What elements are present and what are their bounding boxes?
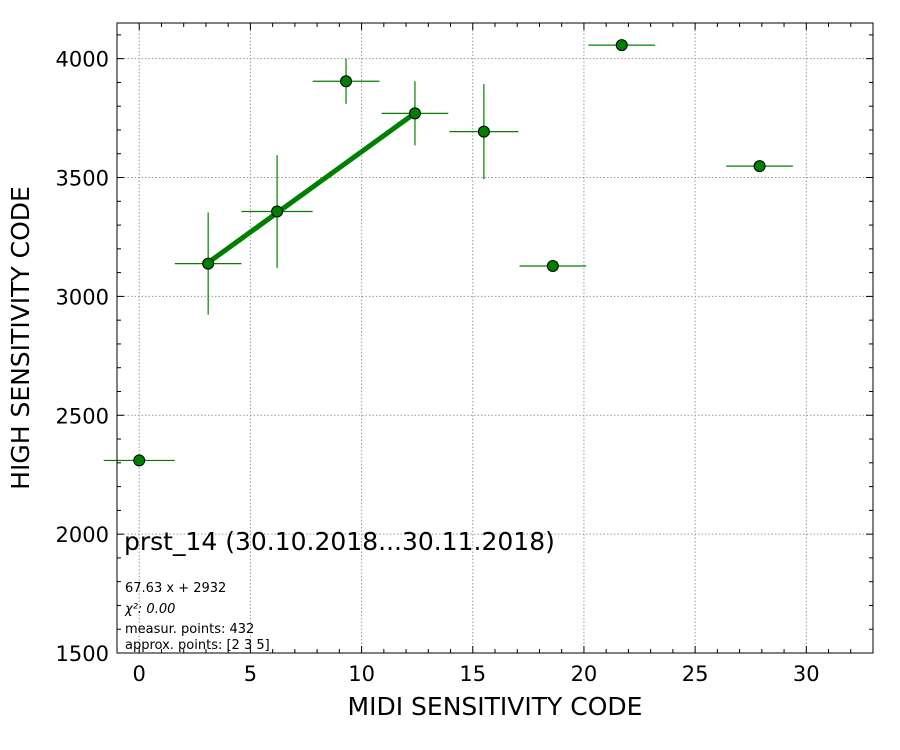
plot-background xyxy=(117,23,873,653)
annotation-measur-points: measur. points: 432 xyxy=(125,622,254,637)
y-tick-label: 1500 xyxy=(56,642,109,666)
y-tick-label: 2000 xyxy=(56,523,109,547)
x-tick-label: 15 xyxy=(459,662,486,686)
annotation-approx-points: approx. points: [2 3 5] xyxy=(125,638,270,653)
data-point xyxy=(615,39,628,52)
data-point xyxy=(477,125,490,138)
fit-line-group xyxy=(205,110,418,266)
annotation-equation: 67.63 x + 2932 xyxy=(125,581,226,596)
data-point xyxy=(546,259,559,272)
x-tick-label: 0 xyxy=(133,662,146,686)
x-tick-label: 5 xyxy=(244,662,257,686)
annotation-title: prst_14 (30.10.2018...30.11.2018) xyxy=(124,527,555,556)
y-axis-label: HIGH SENSITIVITY CODE xyxy=(6,186,35,490)
x-tick-label: 25 xyxy=(682,662,709,686)
data-point xyxy=(340,75,353,88)
data-point xyxy=(271,205,284,218)
fit-line xyxy=(205,110,418,266)
data-point xyxy=(408,107,421,120)
data-point xyxy=(753,160,766,173)
axis-ticks xyxy=(116,23,874,654)
data-point xyxy=(133,454,146,467)
y-tick-label: 4000 xyxy=(56,48,109,72)
y-tick-label: 3500 xyxy=(56,167,109,191)
data-points xyxy=(133,39,766,467)
y-tick-label: 3000 xyxy=(56,285,109,309)
x-tick-label: 10 xyxy=(348,662,375,686)
x-axis-label: MIDI SENSITIVITY CODE xyxy=(348,692,643,721)
y-tick-label: 2500 xyxy=(56,404,109,428)
annotation-chi2: χ²: 0.00 xyxy=(124,602,175,617)
grid-lines xyxy=(117,23,873,654)
plot-frame xyxy=(116,22,874,654)
tick-labels: 0 5 10 15 20 25 30 1500 2000 2500 3000 3500 4000 xyxy=(56,48,820,686)
x-tick-label: 30 xyxy=(793,662,820,686)
data-point xyxy=(202,257,215,270)
x-tick-label: 20 xyxy=(571,662,598,686)
